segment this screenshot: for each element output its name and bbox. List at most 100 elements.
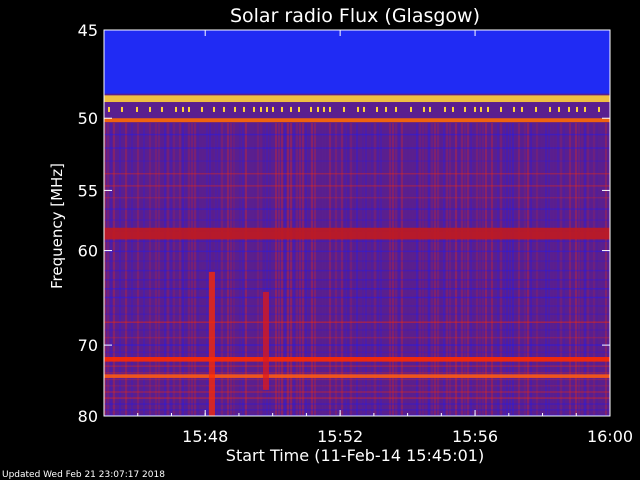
spectrogram-texture-strip xyxy=(371,122,373,416)
spectrogram-texture-strip xyxy=(437,122,439,416)
spectrogram-texture-strip xyxy=(407,122,409,416)
spectrogram-texture-strip xyxy=(473,122,475,416)
spectrogram-texture-strip xyxy=(269,122,271,416)
spectrogram-texture-strip xyxy=(404,122,406,416)
spectrogram-speckle xyxy=(598,106,600,112)
spectrogram-texture-strip xyxy=(299,122,301,416)
spectrogram-texture-strip xyxy=(566,122,568,416)
spectrogram-channel-stripe xyxy=(104,403,610,405)
spectrogram-texture-strip xyxy=(284,122,286,416)
spectrogram-texture-strip xyxy=(401,122,403,416)
spectrogram-texture-strip xyxy=(278,122,280,416)
spectrogram-texture-strip xyxy=(551,122,553,416)
spectrogram-texture-strip xyxy=(578,122,580,416)
spectrogram-texture-strip xyxy=(104,122,106,416)
y-tick-label: 55 xyxy=(78,181,98,200)
spectrogram-texture-strip xyxy=(410,122,412,416)
spectrogram-texture-strip xyxy=(254,122,256,416)
spectrogram-texture-strip xyxy=(581,122,583,416)
spectrogram-texture-strip xyxy=(530,122,532,416)
spectrogram-speckle xyxy=(182,106,184,112)
spectrogram-texture-strip xyxy=(491,122,493,416)
spectrogram-texture-strip xyxy=(587,122,589,416)
spectrogram-texture-strip xyxy=(143,122,145,416)
spectrogram-channel-stripe xyxy=(104,385,610,387)
spectrogram-texture-strip xyxy=(266,122,268,416)
spectrogram-speckle xyxy=(121,106,123,112)
spectrogram-texture-strip xyxy=(548,122,550,416)
spectrogram-texture-strip xyxy=(416,122,418,416)
spectrogram-texture-strip xyxy=(125,122,127,416)
spectrogram-texture-strip xyxy=(446,122,448,416)
spectrogram-texture-strip xyxy=(203,122,205,416)
spectrogram-channel-stripe xyxy=(104,329,610,331)
spectrogram-texture-strip xyxy=(500,122,502,416)
spectrogram-texture-strip xyxy=(113,122,115,416)
spectrogram-texture-strip xyxy=(188,122,190,416)
spectrogram-band xyxy=(104,95,610,103)
x-tick-label: 15:56 xyxy=(452,427,498,446)
spectrogram-texture-strip xyxy=(494,122,496,416)
spectrogram-speckle xyxy=(376,106,378,112)
spectrogram-channel-stripe xyxy=(104,365,610,367)
x-axis-label: Start Time (11-Feb-14 15:45:01) xyxy=(226,446,484,465)
spectrogram-texture-strip xyxy=(512,122,514,416)
spectrogram-texture-strip xyxy=(392,122,394,416)
spectrogram-speckle xyxy=(452,106,454,112)
spectrogram-texture-strip xyxy=(257,122,259,416)
spectrogram-texture-strip xyxy=(149,122,151,416)
spectrogram-channel-stripe xyxy=(104,185,610,187)
spectrogram-texture-strip xyxy=(443,122,445,416)
spectrogram-speckle xyxy=(272,106,274,112)
spectrogram-channel-stripe xyxy=(104,313,610,315)
spectrogram-texture-strip xyxy=(533,122,535,416)
spectrogram-texture-strip xyxy=(134,122,136,416)
spectrogram-texture-strip xyxy=(173,122,175,416)
spectrogram-texture-strip xyxy=(293,122,295,416)
spectrogram-texture-strip xyxy=(158,122,160,416)
spectrogram-band xyxy=(104,30,610,94)
spectrogram-speckle xyxy=(343,106,345,112)
spectrogram-channel-stripe xyxy=(104,372,610,374)
spectrogram-band xyxy=(104,227,610,240)
spectrogram-channel-stripe xyxy=(104,344,610,346)
spectrogram-texture-strip xyxy=(164,122,166,416)
spectrogram-texture-strip xyxy=(536,122,538,416)
y-tick-label: 45 xyxy=(78,21,98,40)
spectrogram-texture-strip xyxy=(521,122,523,416)
spectrogram-texture-strip xyxy=(599,122,601,416)
spectrogram-channel-stripe xyxy=(104,336,610,339)
spectrogram-texture-strip xyxy=(524,122,526,416)
spectrogram-speckle xyxy=(108,106,110,112)
spectrogram-channel-stripe xyxy=(104,160,610,162)
spectrogram-speckle xyxy=(149,106,151,112)
spectrogram-texture-strip xyxy=(314,122,316,416)
spectrogram-texture-strip xyxy=(542,122,544,416)
spectrogram-texture-strip xyxy=(176,122,178,416)
spectrogram-texture-strip xyxy=(128,122,130,416)
spectrogram-texture-strip xyxy=(323,122,325,416)
spectrogram-speckle xyxy=(521,106,523,112)
spectrogram-texture-strip xyxy=(605,122,607,416)
spectrogram-speckle xyxy=(290,106,292,112)
spectrogram-texture-strip xyxy=(422,122,424,416)
spectrogram-channel-stripe xyxy=(104,147,610,149)
spectrogram-channel-stripe xyxy=(104,219,610,221)
spectrogram-speckle xyxy=(429,106,431,112)
spectrogram-texture-strip xyxy=(221,122,223,416)
spectrogram-texture-strip xyxy=(341,122,343,416)
spectrogram-speckle xyxy=(310,106,312,112)
spectrogram-speckle xyxy=(253,106,255,112)
spectrogram-texture-strip xyxy=(509,122,511,416)
spectrogram-speckle xyxy=(260,106,262,112)
spectrogram-texture-strip xyxy=(419,122,421,416)
spectrogram-speckle xyxy=(444,106,446,112)
spectrogram-channel-stripe xyxy=(104,288,610,290)
spectrogram-texture-strip xyxy=(554,122,556,416)
spectrogram-texture-strip xyxy=(368,122,370,416)
spectrogram-speckle xyxy=(480,106,482,112)
spectrogram-texture-strip xyxy=(518,122,520,416)
spectrogram-texture-strip xyxy=(398,122,400,416)
spectrogram-texture-strip xyxy=(224,122,226,416)
